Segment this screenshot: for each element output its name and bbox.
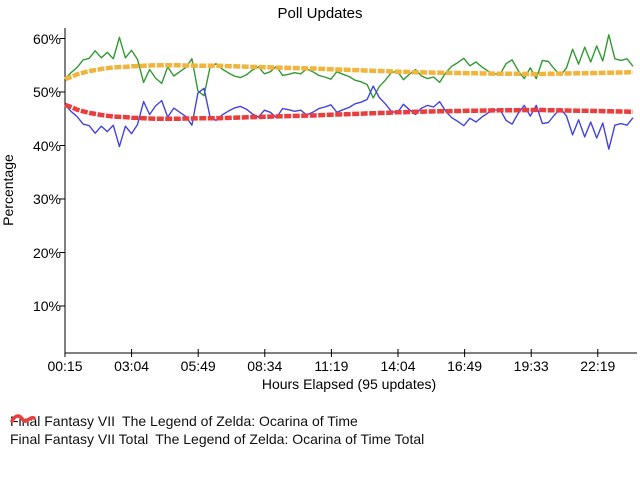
y-axis-title: Percentage	[0, 154, 16, 226]
legend-label: The Legend of Zelda: Ocarina of Time	[122, 413, 358, 429]
y-tick-label: 40%	[32, 137, 61, 154]
legend-label: Final Fantasy VII	[10, 413, 116, 429]
y-tick-label: 60%	[32, 30, 61, 47]
x-tick-label: 14:04	[380, 358, 416, 374]
y-tick-label: 50%	[32, 84, 61, 100]
y-tick-label: 30%	[32, 191, 61, 207]
x-tick-label: 08:34	[247, 358, 283, 374]
legend-row: Final Fantasy VII The Legend of Zelda: Oc…	[10, 412, 431, 430]
series-line	[64, 102, 634, 122]
legend-item: The Legend of Zelda: Ocarina of Time	[11, 413, 358, 429]
x-tick-label: 22:19	[580, 358, 616, 374]
y-tick-label: 20%	[32, 244, 61, 261]
y-tick-label: 10%	[32, 298, 61, 314]
x-axis-title: Hours Elapsed (95 updates)	[261, 376, 437, 392]
series-line	[64, 63, 634, 82]
x-tick-label: 16:49	[447, 358, 483, 374]
chart-title: Poll Updates	[277, 5, 363, 22]
legend: Final Fantasy VII The Legend of Zelda: Oc…	[10, 412, 431, 448]
x-tick-label: 19:33	[513, 358, 549, 374]
series-line	[64, 34, 634, 99]
legend-wave-icon	[10, 414, 36, 423]
legend-row: Final Fantasy VII Total The Legend of Zel…	[10, 414, 431, 448]
legend-label: The Legend of Zelda: Ocarina of Time Tot…	[155, 431, 425, 447]
legend-label: Final Fantasy VII Total	[10, 431, 149, 447]
x-tick-label: 05:49	[180, 358, 216, 374]
legend-item: The Legend of Zelda: Ocarina of Time Tot…	[10, 414, 425, 447]
x-tick-label: 00:15	[47, 358, 83, 374]
legend-item: Final Fantasy VII Total	[10, 414, 149, 447]
series-line	[64, 85, 634, 150]
x-tick-label: 11:19	[314, 358, 349, 374]
x-tick-label: 03:04	[114, 358, 150, 374]
